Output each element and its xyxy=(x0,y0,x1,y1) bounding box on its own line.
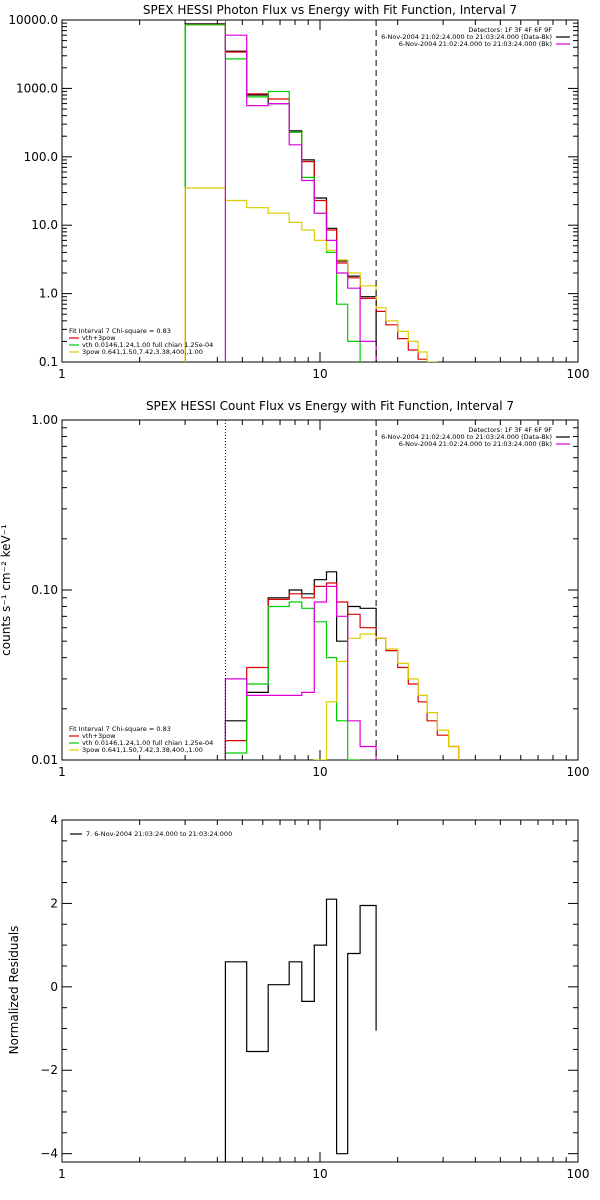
series-vth-3pow xyxy=(184,23,428,362)
axes-frame xyxy=(61,819,579,1163)
series-vth xyxy=(224,601,361,760)
y-axis-label: counts s⁻¹ cm⁻² keV⁻¹ xyxy=(0,524,13,656)
legend: 7. 6-Nov-2004 21:03:24.000 to 21:03:24.0… xyxy=(70,830,232,838)
plot-area: 1 10 100 0.01 0.10 1.00 xyxy=(31,413,590,779)
panel-title: SPEX HESSI Photon Flux vs Energy with Fi… xyxy=(143,3,517,17)
series-data-bk xyxy=(224,571,377,760)
y-tick-label: 1000.0 xyxy=(16,81,58,95)
y-tick-label: 0 xyxy=(50,980,58,994)
legend-top-right: Detectors: 1F 3F 4F 6F 9F6-Nov-2004 21:0… xyxy=(381,26,570,48)
plot-area: 1 10 100 0.1 1.0 10.0 100.0 1000.0 10000.0 xyxy=(8,13,590,381)
x-tick-label: 1 xyxy=(58,1167,66,1181)
axes-frame xyxy=(61,419,579,761)
count-flux-panel: SPEX HESSI Count Flux vs Energy with Fit… xyxy=(0,399,590,779)
axes-frame xyxy=(61,19,579,363)
y-tick-label: −2 xyxy=(40,1063,58,1077)
y-tick-label: 2 xyxy=(50,896,58,910)
legend-bottom-left: Fit Interval 7 Chi-square = 0.83vth+3pow… xyxy=(69,327,213,356)
y-tick-label: 0.10 xyxy=(31,583,58,597)
legend-entry: vth 0.0146,1.24,1.00 full chian 1.25e-04 xyxy=(82,739,213,747)
legend-entry: vth 0.0146,1.24,1.00 full chian 1.25e-04 xyxy=(82,341,213,349)
y-tick-label: 1.0 xyxy=(39,287,58,301)
series-bk xyxy=(224,34,377,362)
series-data-bk xyxy=(184,23,377,362)
x-tick-label: 10 xyxy=(312,367,327,381)
plot-area: 1 10 100 −4 −2 0 2 4 xyxy=(40,813,589,1181)
legend-entry: 6-Nov-2004 21:02:24.000 to 21:03:24.000 … xyxy=(381,33,552,41)
x-tick-label: 100 xyxy=(567,765,590,779)
panel-title: SPEX HESSI Count Flux vs Energy with Fit… xyxy=(146,399,514,413)
legend-entry: 3pow 0.641,1.50,7.42,3.38,400.,1.00 xyxy=(82,746,203,754)
legend-entry: Detectors: 1F 3F 4F 6F 9F xyxy=(468,26,552,34)
legend-entry: 7. 6-Nov-2004 21:03:24.000 to 21:03:24.0… xyxy=(86,830,232,838)
series-group xyxy=(184,23,438,362)
series-vth-3pow xyxy=(224,582,460,760)
y-tick-label: 4 xyxy=(50,813,58,827)
y-tick-label: 1.00 xyxy=(31,413,58,427)
y-tick-label: 0.01 xyxy=(31,753,58,767)
legend-entry: Fit Interval 7 Chi-square = 0.83 xyxy=(69,725,171,733)
x-tick-label: 1 xyxy=(58,765,66,779)
legend-entry: 3pow 0.641,1.50,7.42,3.38,400.,1.00 xyxy=(82,348,203,356)
legend-entry: Fit Interval 7 Chi-square = 0.83 xyxy=(69,327,171,335)
y-tick-label: 0.1 xyxy=(39,355,58,369)
legend-entry: vth+3pow xyxy=(82,732,116,740)
y-tick-label: 10000.0 xyxy=(8,13,58,27)
legend-entry: vth+3pow xyxy=(82,334,116,342)
y-tick-label: −4 xyxy=(40,1147,58,1161)
x-tick-label: 10 xyxy=(312,765,327,779)
legend-bottom-left: Fit Interval 7 Chi-square = 0.83vth+3pow… xyxy=(69,725,213,754)
series-3pow xyxy=(184,187,438,362)
legend-entry: 6-Nov-2004 21:02:24.000 to 21:03:24.000 … xyxy=(381,433,552,441)
y-tick-label: 100.0 xyxy=(24,150,58,164)
legend-entry: 6-Nov-2004 21:02:24.000 to 21:03:24.000 … xyxy=(399,440,552,448)
x-tick-label: 10 xyxy=(312,1167,327,1181)
series-vth xyxy=(184,24,361,362)
series-group xyxy=(224,571,460,760)
y-axis-label: Normalized Residuals xyxy=(7,926,21,1055)
legend-top-right: Detectors: 1F 3F 4F 6F 9F6-Nov-2004 21:0… xyxy=(381,426,570,448)
legend-entry: 6-Nov-2004 21:02:24.000 to 21:03:24.000 … xyxy=(399,40,552,48)
legend-entry: Detectors: 1F 3F 4F 6F 9F xyxy=(468,426,552,434)
series-bk xyxy=(224,585,377,760)
residuals-panel: Normalized Residuals 1 10 100 −4 −2 0 2 4 7. 6-… xyxy=(7,813,589,1181)
series-3pow xyxy=(313,633,460,760)
y-tick-label: 10.0 xyxy=(31,218,58,232)
x-tick-label: 100 xyxy=(567,1167,590,1181)
photon-flux-panel: SPEX HESSI Photon Flux vs Energy with Fi… xyxy=(8,3,590,381)
series-7-6-nov-2004-21-03-24-000-to-21-03-24-000 xyxy=(224,898,377,1162)
series-group xyxy=(224,898,377,1162)
x-tick-label: 1 xyxy=(58,367,66,381)
x-tick-label: 100 xyxy=(567,367,590,381)
